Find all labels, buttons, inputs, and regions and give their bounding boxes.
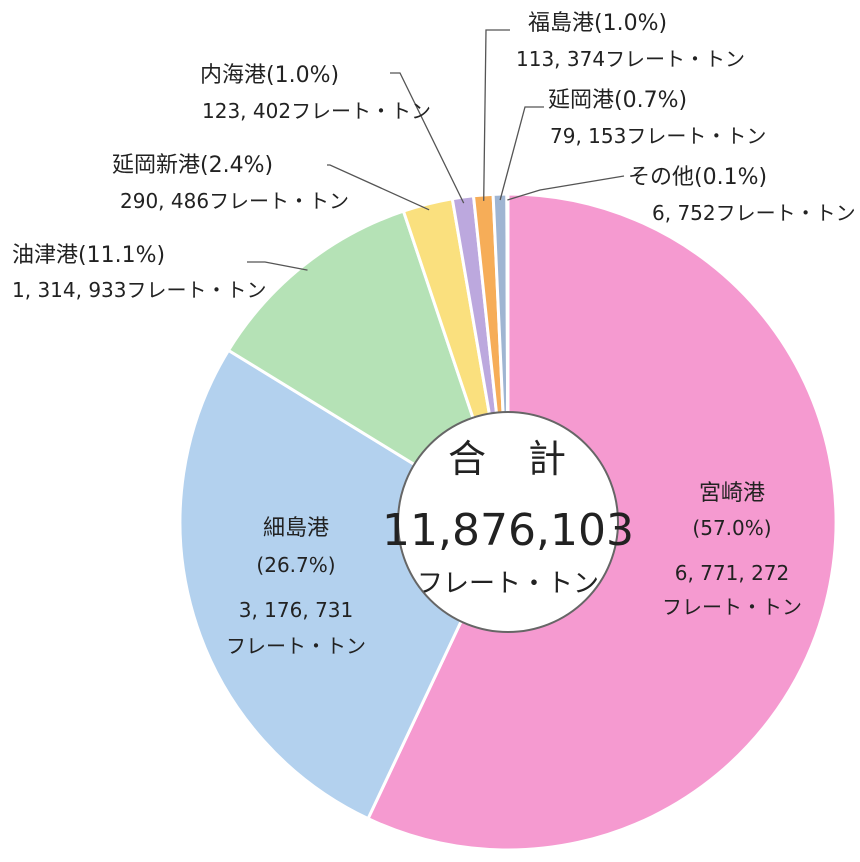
slice-label-miyazaki-name: 宮崎港	[699, 481, 765, 506]
slice-label-miyazaki-percent: (57.0%)	[692, 516, 771, 540]
slice-label-nobeoka-shinko-name: 延岡新港(2.4%)	[112, 153, 273, 178]
leader-line-other	[507, 175, 625, 201]
leader-lines	[247, 29, 625, 271]
slice-label-other-value: 6, 752フレート・トン	[652, 201, 856, 225]
leader-line-nobeoka-shinko	[327, 164, 430, 211]
pie-slice-other	[505, 192, 510, 523]
center-hole	[397, 411, 619, 633]
leader-line-fukushima	[483, 29, 510, 201]
center-total: 11,876,103	[382, 505, 634, 556]
leader-line-uchiumi	[390, 72, 465, 204]
slice-label-other-name: その他(0.1%)	[628, 165, 767, 190]
slice-label-miyazaki-value: 6, 771, 272	[675, 561, 790, 585]
slice-label-fukushima-value: 113, 374フレート・トン	[516, 47, 745, 71]
slice-label-hososhima-value: 3, 176, 731	[239, 598, 354, 622]
leader-line-aburatsu	[247, 261, 308, 271]
slice-label-nobeoka-value: 79, 153フレート・トン	[550, 124, 766, 148]
slice-label-miyazaki-unit: フレート・トン	[662, 595, 802, 619]
slice-label-hososhima-percent: (26.7%)	[256, 553, 335, 577]
slice-label-hososhima-unit: フレート・トン	[226, 634, 366, 658]
slice-label-aburatsu-name: 油津港(11.1%)	[12, 243, 165, 268]
slice-label-aburatsu-value: 1, 314, 933フレート・トン	[12, 278, 267, 302]
leader-line-nobeoka	[499, 106, 544, 201]
slice-label-fukushima-name: 福島港(1.0%)	[528, 11, 667, 36]
center-title: 合 計	[448, 437, 568, 481]
slice-label-uchiumi-name: 内海港(1.0%)	[200, 63, 339, 88]
slice-label-nobeoka-name: 延岡港(0.7%)	[548, 88, 687, 113]
slice-label-hososhima-name: 細島港	[263, 516, 329, 541]
pie-slice-hososhima	[178, 348, 510, 821]
slice-label-nobeoka-shinko-value: 290, 486フレート・トン	[120, 189, 349, 213]
center-unit: フレート・トン	[417, 569, 599, 599]
slice-label-uchiumi-value: 123, 402フレート・トン	[202, 99, 431, 123]
